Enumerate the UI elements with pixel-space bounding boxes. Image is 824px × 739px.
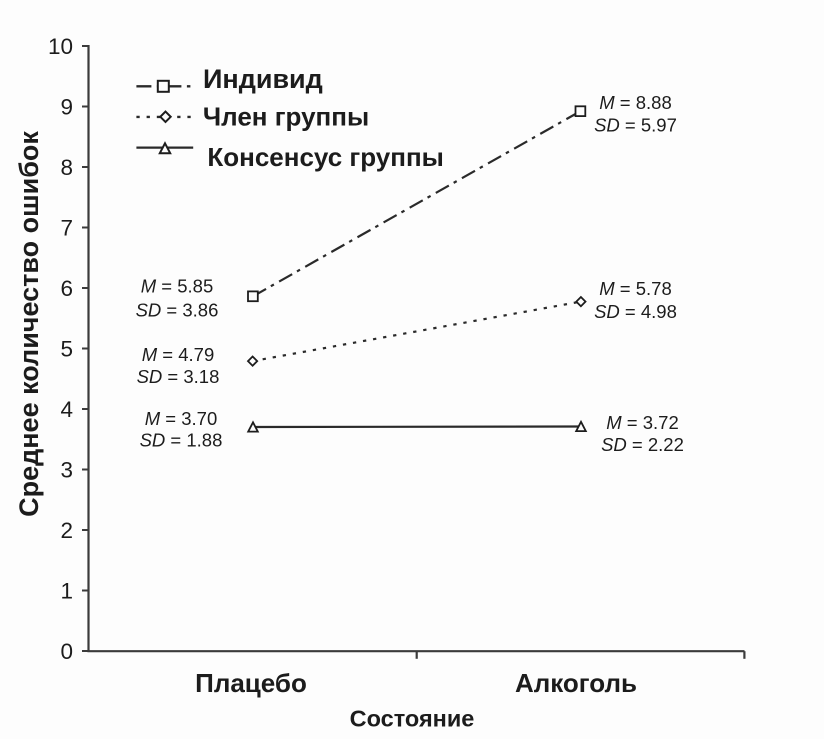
svg-text:Алкоголь: Алкоголь [515, 668, 637, 698]
svg-text:1: 1 [60, 579, 73, 604]
svg-text:2: 2 [60, 518, 73, 543]
svg-text:3: 3 [60, 458, 73, 483]
svg-text:Среднее количество ошибок: Среднее количество ошибок [14, 131, 44, 517]
svg-text:6: 6 [60, 276, 73, 301]
svg-text:M = 3.70: M = 3.70 [145, 408, 218, 429]
svg-text:M = 4.79: M = 4.79 [142, 344, 215, 365]
svg-text:5: 5 [60, 337, 73, 362]
svg-text:SD = 3.86: SD = 3.86 [136, 300, 219, 321]
svg-text:M = 8.88: M = 8.88 [599, 92, 672, 113]
svg-text:SD = 5.97: SD = 5.97 [594, 114, 677, 135]
svg-text:M = 3.72: M = 3.72 [606, 412, 679, 433]
svg-text:Состояние: Состояние [350, 706, 475, 732]
svg-text:M = 5.85: M = 5.85 [141, 276, 214, 297]
svg-text:Плацебо: Плацебо [195, 668, 307, 698]
svg-text:Член группы: Член группы [203, 102, 369, 132]
svg-text:Консенсус группы: Консенсус группы [207, 142, 443, 172]
svg-text:Индивид: Индивид [203, 64, 323, 94]
svg-text:M = 5.78: M = 5.78 [599, 278, 672, 299]
svg-text:0: 0 [60, 639, 73, 664]
svg-text:7: 7 [60, 216, 73, 241]
svg-text:8: 8 [60, 155, 73, 180]
svg-text:SD = 2.22: SD = 2.22 [601, 434, 684, 455]
svg-text:4: 4 [60, 397, 73, 422]
svg-text:SD = 1.88: SD = 1.88 [140, 429, 223, 450]
svg-text:9: 9 [60, 95, 73, 120]
svg-text:SD = 4.98: SD = 4.98 [594, 301, 677, 322]
svg-text:SD = 3.18: SD = 3.18 [137, 366, 220, 387]
svg-text:10: 10 [48, 34, 73, 59]
